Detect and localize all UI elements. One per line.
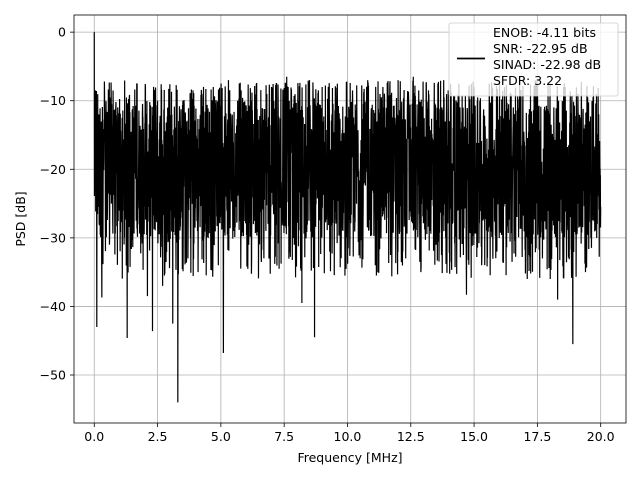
axes-frame	[73, 14, 627, 424]
legend-entry: SNR: -22.95 dB	[493, 41, 588, 56]
legend-entry: SINAD: -22.98 dB	[493, 57, 601, 72]
x-tick-label: 17.5	[523, 429, 551, 444]
y-tick-label: −40	[40, 299, 66, 314]
y-tick-label: −20	[40, 162, 66, 177]
legend-box	[448, 22, 619, 97]
x-axis-title: Frequency [MHz]	[297, 450, 402, 465]
x-tick-label: 2.5	[148, 429, 168, 444]
y-tick-label: −10	[40, 93, 66, 108]
legend-entry: SFDR: 3.22	[493, 73, 562, 88]
y-axis-title: PSD [dB]	[13, 191, 28, 246]
x-tick-label: 0.0	[84, 429, 104, 444]
y-tick-label: −30	[40, 230, 66, 245]
x-tick-label: 12.5	[397, 429, 425, 444]
x-tick-label: 15.0	[460, 429, 488, 444]
x-tick-label: 7.5	[274, 429, 294, 444]
series-group	[93, 32, 602, 403]
x-tick-label: 10.0	[334, 429, 362, 444]
x-tick-label: 20.0	[587, 429, 615, 444]
y-tick-label: −50	[40, 368, 66, 383]
y-tick-label: 0	[58, 25, 66, 40]
legend-entry: ENOB: -4.11 bits	[493, 25, 596, 40]
x-tick-label: 5.0	[211, 429, 231, 444]
ticks: 0.0 2.5 5.0 7.5 10.0 12.5 15.0 17.5 20.0 0 −10 −20 −…	[40, 25, 615, 444]
psd-series-line	[93, 32, 602, 403]
